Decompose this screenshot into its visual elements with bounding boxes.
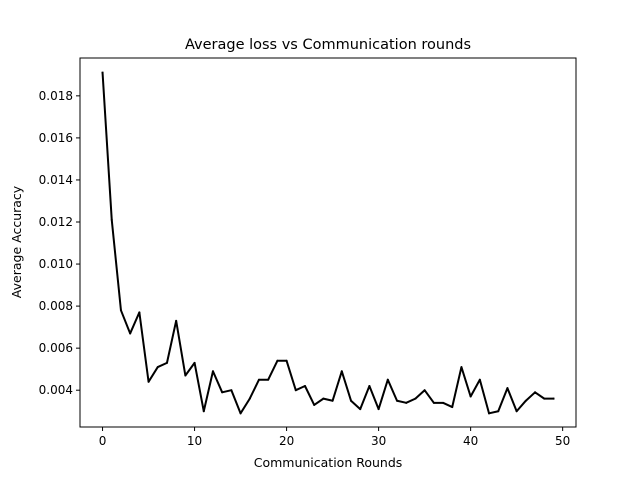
data-point bbox=[101, 71, 104, 74]
data-point bbox=[368, 385, 371, 387]
data-point bbox=[239, 412, 242, 415]
x-axis-label: Communication Rounds bbox=[254, 455, 403, 470]
x-tick-label: 30 bbox=[371, 434, 386, 448]
x-tick-label: 0 bbox=[99, 434, 107, 448]
data-point bbox=[377, 408, 380, 411]
data-point bbox=[405, 401, 408, 404]
data-point bbox=[110, 218, 113, 221]
data-point bbox=[414, 397, 417, 400]
data-point bbox=[276, 359, 279, 362]
data-points bbox=[101, 71, 555, 415]
y-tick-label: 0.006 bbox=[39, 341, 73, 355]
data-point bbox=[478, 378, 481, 381]
data-point bbox=[322, 397, 325, 400]
data-point bbox=[248, 397, 251, 400]
y-tick-label: 0.018 bbox=[39, 89, 73, 103]
data-point bbox=[303, 385, 306, 387]
data-point bbox=[230, 389, 233, 392]
data-point bbox=[129, 332, 132, 335]
y-tick-label: 0.012 bbox=[39, 215, 73, 229]
data-point bbox=[423, 389, 426, 392]
data-point bbox=[257, 378, 260, 381]
data-point bbox=[193, 361, 196, 364]
y-tick-label: 0.004 bbox=[39, 383, 73, 397]
data-point bbox=[184, 374, 187, 377]
data-point bbox=[488, 412, 491, 415]
data-point bbox=[267, 378, 270, 381]
y-tick-label: 0.016 bbox=[39, 131, 73, 145]
data-point bbox=[524, 399, 527, 402]
y-axis-ticks: 0.004 0.006 0.008 0.010 0.012 0.014 0.016 0.018 bbox=[39, 89, 80, 397]
data-point bbox=[396, 399, 399, 402]
data-point bbox=[359, 408, 362, 411]
data-point bbox=[451, 406, 454, 409]
y-tick-label: 0.014 bbox=[39, 173, 73, 187]
data-point bbox=[469, 395, 472, 398]
data-point bbox=[313, 403, 316, 406]
data-point bbox=[534, 391, 537, 394]
data-point bbox=[294, 389, 297, 392]
data-point bbox=[543, 397, 546, 400]
data-point bbox=[165, 361, 168, 364]
data-point bbox=[442, 401, 445, 404]
plot-frame bbox=[79, 57, 577, 428]
y-axis-label: Average Accuracy bbox=[9, 185, 24, 298]
x-tick-label: 20 bbox=[279, 434, 294, 448]
data-point bbox=[119, 309, 122, 312]
x-tick-label: 50 bbox=[555, 434, 570, 448]
data-point bbox=[515, 410, 518, 413]
data-point bbox=[147, 380, 150, 383]
data-point bbox=[460, 366, 463, 369]
data-point bbox=[175, 319, 178, 322]
data-point bbox=[386, 378, 389, 381]
x-axis-ticks: 0 10 20 30 40 50 bbox=[99, 427, 570, 448]
data-point bbox=[138, 311, 141, 314]
series-line bbox=[101, 71, 555, 415]
x-tick-label: 40 bbox=[463, 434, 478, 448]
data-point bbox=[211, 370, 214, 373]
data-point bbox=[552, 397, 555, 400]
data-point bbox=[506, 387, 509, 390]
x-tick-label: 10 bbox=[187, 434, 202, 448]
y-tick-label: 0.008 bbox=[39, 299, 73, 313]
data-point bbox=[350, 399, 353, 402]
data-point bbox=[331, 399, 334, 402]
data-point bbox=[432, 401, 435, 404]
data-point bbox=[340, 370, 343, 373]
data-point bbox=[497, 410, 500, 413]
y-tick-label: 0.010 bbox=[39, 257, 73, 271]
data-point bbox=[156, 366, 159, 369]
chart-title: Average loss vs Communication rounds bbox=[185, 37, 471, 53]
data-point bbox=[221, 391, 224, 394]
data-point bbox=[285, 359, 288, 362]
data-point bbox=[202, 410, 205, 413]
